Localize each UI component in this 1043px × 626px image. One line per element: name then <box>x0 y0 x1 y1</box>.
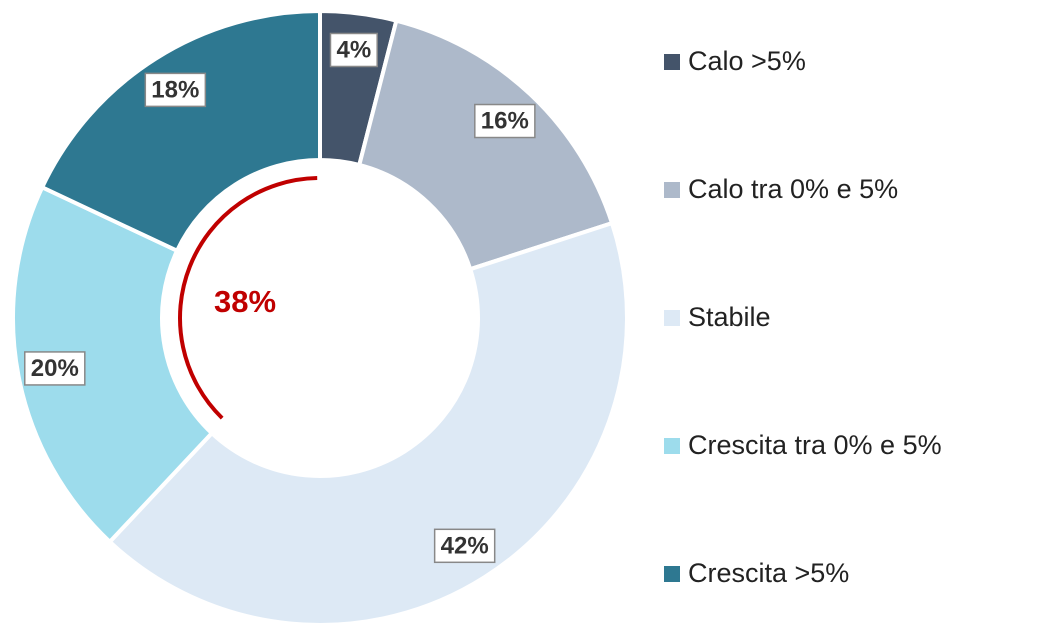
value-label-box <box>329 32 378 68</box>
donut-segment <box>107 220 629 626</box>
value-label: 20% <box>31 355 79 382</box>
value-label: 42% <box>441 532 489 559</box>
value-label: 16% <box>481 108 529 135</box>
annotation: 38% <box>214 284 276 319</box>
value-label-box <box>24 351 86 386</box>
value-label-box <box>433 528 496 564</box>
value-label: 18% <box>151 76 199 103</box>
legend-label: Crescita tra 0% e 5% <box>688 430 942 460</box>
legend-swatch <box>664 310 680 326</box>
donut-segment <box>11 184 215 545</box>
annotation-arc <box>178 176 318 420</box>
legend-label: Calo >5% <box>688 46 806 76</box>
value-label-box <box>474 103 536 139</box>
value-label-box <box>144 72 207 108</box>
legend-swatch <box>664 566 680 582</box>
legend-label: Crescita >5% <box>688 558 849 588</box>
legend-swatch <box>664 438 680 454</box>
legend-swatch <box>664 182 680 198</box>
value-label: 4% <box>336 36 371 63</box>
legend-label: Calo tra 0% e 5% <box>688 174 898 204</box>
legend-swatch <box>664 54 680 70</box>
donut-segment <box>39 8 322 254</box>
donut-segment <box>356 18 615 272</box>
legend-label: Stabile <box>688 302 771 332</box>
